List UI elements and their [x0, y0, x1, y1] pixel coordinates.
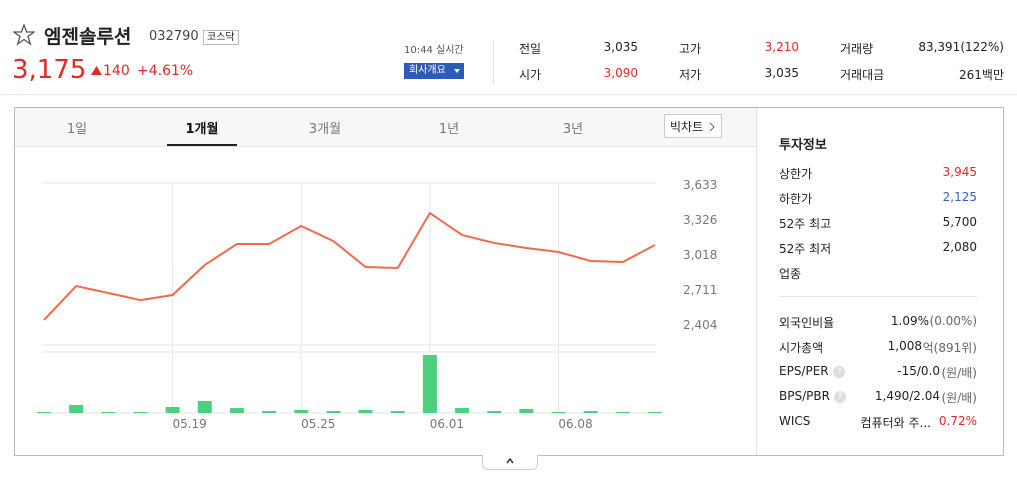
quote-value: 83,391(122%)	[918, 40, 1004, 54]
stock-code: 032790	[149, 29, 199, 44]
y-tick-label: 3,633	[683, 178, 717, 192]
y-tick-label: 2,404	[683, 318, 717, 332]
x-tick-label: 06.01	[430, 417, 464, 431]
volume-bar	[326, 411, 341, 413]
collapse-button[interactable]	[482, 455, 538, 470]
change: 140	[103, 63, 130, 79]
x-tick-label: 05.19	[172, 417, 206, 431]
y-tick-label: 3,018	[683, 248, 717, 262]
change-rate: +4.61%	[137, 63, 194, 79]
chart: 3,633 3,326 3,018 2,711 2,404 05.19 05.25 06.01…	[37, 178, 717, 431]
volume-bar	[37, 412, 51, 413]
price: 3,175	[12, 55, 87, 85]
big-chart-label: 빅차트	[670, 120, 704, 134]
stock-name: 엠젠솔루션	[44, 26, 132, 48]
divider	[493, 40, 494, 84]
volume-bar	[583, 411, 598, 413]
divider	[756, 108, 757, 455]
volume-bar	[358, 410, 373, 413]
volume-bar	[519, 409, 534, 413]
info-value: 1.09%	[890, 314, 929, 328]
info-value: 2,080	[942, 240, 977, 254]
star-icon[interactable]	[13, 24, 35, 46]
market-badge: 코스닥	[203, 30, 239, 45]
quote-value: 261백만	[959, 68, 1004, 82]
info-label: 시가총액	[779, 341, 824, 355]
tab-underline	[167, 144, 237, 146]
volume-bar	[487, 411, 502, 413]
tab-bar	[15, 108, 756, 147]
quote-value: 3,035	[603, 40, 638, 54]
time: 10:44 실시간	[404, 45, 464, 56]
info-label: 상한가	[779, 167, 813, 181]
info-label: WICS	[779, 414, 811, 428]
quote-label: 시가	[519, 68, 542, 82]
info-note: (원/배)	[941, 366, 978, 380]
volume-bar	[422, 355, 437, 413]
tab[interactable]: 1개월	[185, 122, 219, 137]
volume-bar	[615, 412, 630, 413]
volume-bar	[69, 405, 84, 413]
volume-bar	[229, 408, 244, 413]
company-button-label: 회사개요	[409, 65, 446, 76]
info-value: 3,945	[942, 165, 977, 179]
volume-bar	[165, 407, 180, 413]
info-note: (원/배)	[941, 391, 978, 405]
volume-bar	[551, 412, 566, 413]
quote-value: 3,035	[764, 66, 799, 80]
info-value: 1,490/2.04	[874, 389, 940, 403]
volume-bar	[455, 408, 470, 413]
tab[interactable]: 3년	[562, 122, 584, 137]
divider	[0, 94, 1017, 95]
big-chart-button[interactable]: 빅차트	[664, 114, 722, 138]
x-tick-label: 06.08	[558, 417, 592, 431]
volume-bar	[197, 401, 212, 413]
up-arrow	[91, 66, 102, 75]
info-label: EPS/PER	[779, 364, 829, 378]
info-label: 52주 최저	[779, 242, 832, 256]
volume-bar	[101, 412, 116, 413]
tab[interactable]: 1년	[438, 122, 460, 137]
volume-bar	[262, 411, 277, 413]
info-label: BPS/PBR	[779, 389, 830, 403]
info-label: 외국인비율	[779, 316, 835, 330]
help-icon[interactable]: ?	[833, 366, 845, 378]
info-note: 0.72%	[938, 414, 977, 428]
y-tick-label: 2,711	[683, 283, 717, 297]
quote-label: 거래대금	[840, 68, 885, 82]
quote-value: 3,090	[603, 66, 638, 80]
quote-value: 3,210	[764, 40, 799, 54]
info-note: (0.00%)	[929, 314, 977, 328]
volume-bar	[648, 412, 662, 413]
info-value: 5,700	[942, 215, 977, 229]
help-icon[interactable]: ?	[834, 391, 846, 403]
y-tick-label: 3,326	[683, 213, 717, 227]
info-value: 컴퓨터와 주...	[860, 416, 931, 430]
info-label: 업종	[779, 267, 802, 281]
info-label: 52주 최고	[779, 217, 832, 231]
info-title: 투자정보	[779, 138, 827, 153]
info-note: 억(891위)	[922, 341, 977, 355]
info-value: -15/0.0	[897, 364, 940, 378]
tab[interactable]: 1일	[66, 122, 88, 137]
company-button[interactable]: 회사개요	[404, 63, 464, 79]
divider	[779, 296, 977, 297]
volume-bar	[294, 410, 309, 413]
price-line	[43, 211, 656, 321]
tab[interactable]: 3개월	[308, 122, 342, 137]
volume-bar	[133, 412, 148, 413]
x-tick-label: 05.25	[301, 417, 335, 431]
quote-label: 거래량	[840, 42, 874, 56]
quote-label: 고가	[679, 42, 702, 56]
info-label: 하한가	[779, 192, 813, 206]
quote-label: 전일	[519, 42, 542, 56]
info-value: 1,008	[887, 339, 922, 353]
info-value: 2,125	[942, 190, 977, 204]
quote-label: 저가	[679, 68, 702, 82]
volume-bar	[390, 411, 405, 413]
